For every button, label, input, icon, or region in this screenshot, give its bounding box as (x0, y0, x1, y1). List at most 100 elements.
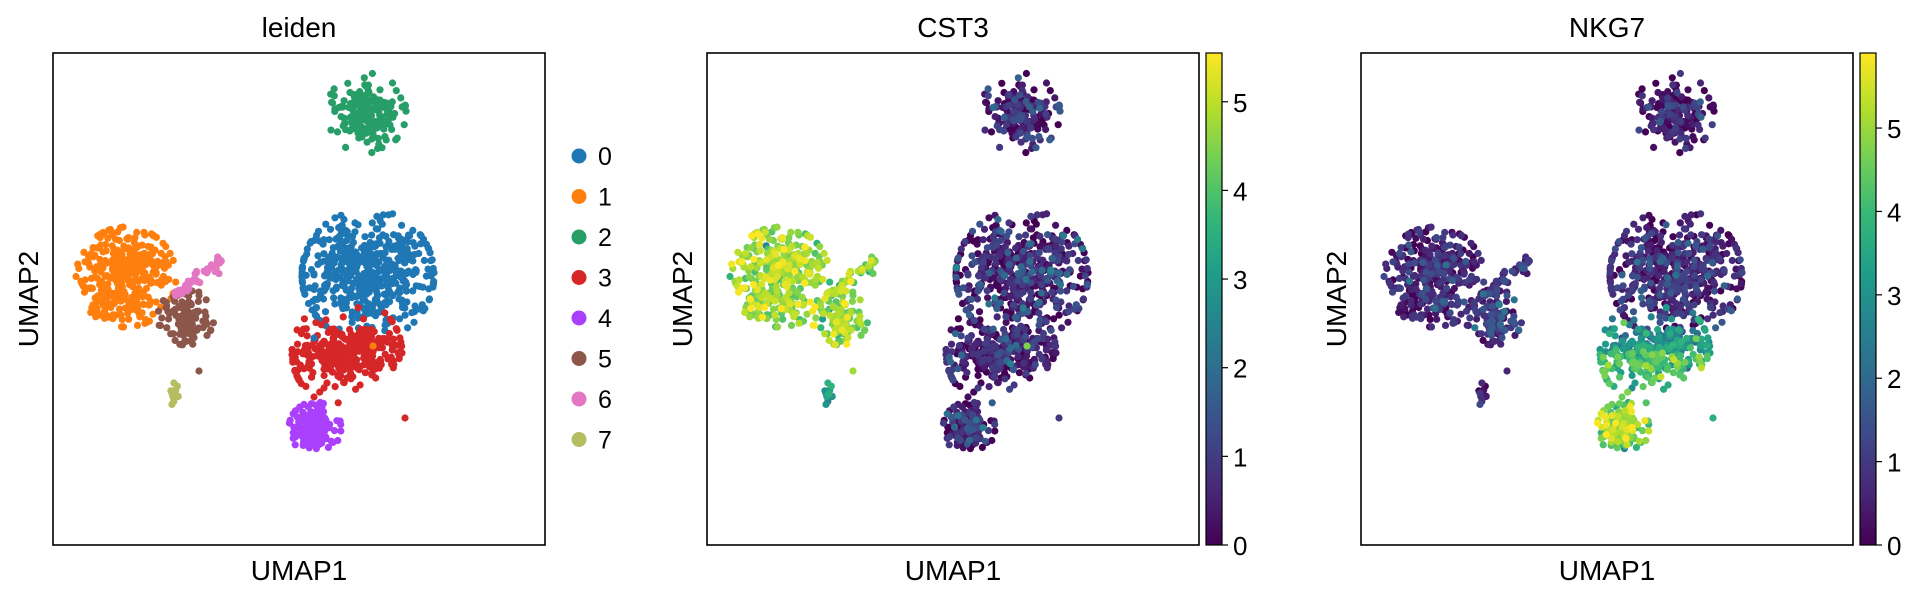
cst3-point (1047, 326, 1055, 334)
leiden-point (120, 242, 128, 250)
leiden-point (382, 136, 390, 144)
leiden-point (369, 362, 378, 370)
leiden-point (358, 123, 366, 131)
nkg7-point (1642, 399, 1650, 407)
nkg7-point (1714, 232, 1722, 240)
nkg7-point (1433, 315, 1441, 323)
nkg7-point (1677, 352, 1685, 360)
leiden-point (111, 235, 120, 243)
leiden-point (344, 233, 352, 241)
leiden-point (373, 295, 381, 303)
cst3-point (1056, 107, 1064, 115)
cst3-point (1042, 110, 1050, 118)
cst3-point (1036, 316, 1044, 324)
cst3-point (979, 258, 987, 266)
nkg7-point (1450, 254, 1458, 263)
nkg7-point (1601, 340, 1610, 348)
nkg7-point (1681, 212, 1689, 220)
leiden-point (356, 346, 364, 354)
nkg7-point (1517, 319, 1525, 327)
nkg7-point (1672, 124, 1680, 132)
leiden-point (349, 357, 357, 365)
leiden-point (106, 302, 114, 310)
nkg7-point (1410, 259, 1419, 267)
nkg7-point (1486, 290, 1494, 298)
cst3-point (975, 271, 983, 280)
leiden-point (389, 335, 398, 343)
leiden-point (133, 292, 141, 300)
leiden-point (298, 265, 306, 273)
nkg7-point (1400, 313, 1408, 321)
nkg7-point (1486, 329, 1495, 337)
leiden-point (369, 342, 377, 350)
leiden-point (394, 234, 402, 242)
nkg7-point (1658, 108, 1666, 116)
leiden-point (381, 321, 389, 329)
cst3-point (833, 310, 842, 318)
cst3-point (1005, 261, 1013, 269)
leiden-point (424, 265, 432, 273)
leiden-point (125, 315, 133, 323)
legend-label-4: 4 (598, 305, 612, 333)
leiden-point (300, 365, 308, 373)
leiden-point (288, 346, 296, 354)
cst3-point (1014, 270, 1022, 278)
leiden-point (324, 328, 332, 336)
nkg7-point (1637, 287, 1645, 295)
leiden-point (408, 309, 416, 317)
leiden-point (368, 219, 376, 227)
leiden-point (290, 423, 298, 431)
leiden-point (379, 253, 387, 261)
leiden-point (363, 103, 371, 111)
cst3-point (817, 324, 825, 332)
nkg7-point (1640, 275, 1648, 284)
cst3-point (973, 240, 981, 248)
leiden-point (139, 257, 147, 265)
leiden-point (373, 250, 381, 258)
leiden-point (353, 364, 361, 372)
leiden-point (334, 372, 342, 380)
leiden-point (334, 362, 342, 370)
nkg7-point (1497, 340, 1505, 348)
nkg7-point (1442, 243, 1450, 251)
cst3-point (741, 284, 749, 292)
leiden-point (342, 286, 350, 294)
leiden-point (360, 74, 368, 82)
cst3-point (1003, 120, 1011, 128)
leiden-point (425, 285, 433, 293)
nkg7-point (1450, 316, 1458, 324)
cst3-point (747, 263, 755, 271)
leiden-point (192, 267, 201, 275)
leiden-point (149, 310, 157, 318)
leiden-point (314, 227, 323, 235)
legend-label-1: 1 (598, 184, 612, 212)
leiden-point (409, 239, 417, 247)
cst3-point (949, 376, 957, 384)
nkg7-point (1656, 258, 1664, 266)
leiden-point (317, 353, 325, 362)
cst3-point (1042, 318, 1050, 326)
leiden-point (375, 342, 383, 350)
cst3-point (993, 313, 1001, 321)
leiden-point (334, 329, 342, 337)
leiden-point (89, 244, 97, 252)
nkg7-point (1696, 98, 1704, 106)
leiden-point (387, 111, 395, 119)
cst3-point (1052, 303, 1061, 311)
nkg7-point (1399, 267, 1407, 275)
nkg7-points (1380, 69, 1746, 453)
leiden-point (370, 259, 378, 267)
nkg7-point (1718, 318, 1726, 326)
leiden-point (300, 315, 308, 323)
nkg7-point (1674, 238, 1682, 247)
nkg7-point (1618, 271, 1626, 279)
cst3-point (968, 227, 977, 235)
nkg7-point (1732, 244, 1740, 252)
leiden-point (325, 258, 333, 266)
cst3-point (1042, 125, 1050, 134)
leiden-point (388, 125, 396, 134)
nkg7-point (1382, 260, 1390, 268)
leiden-point (367, 111, 376, 119)
cst3-point (795, 319, 803, 327)
leiden-point (409, 257, 417, 265)
